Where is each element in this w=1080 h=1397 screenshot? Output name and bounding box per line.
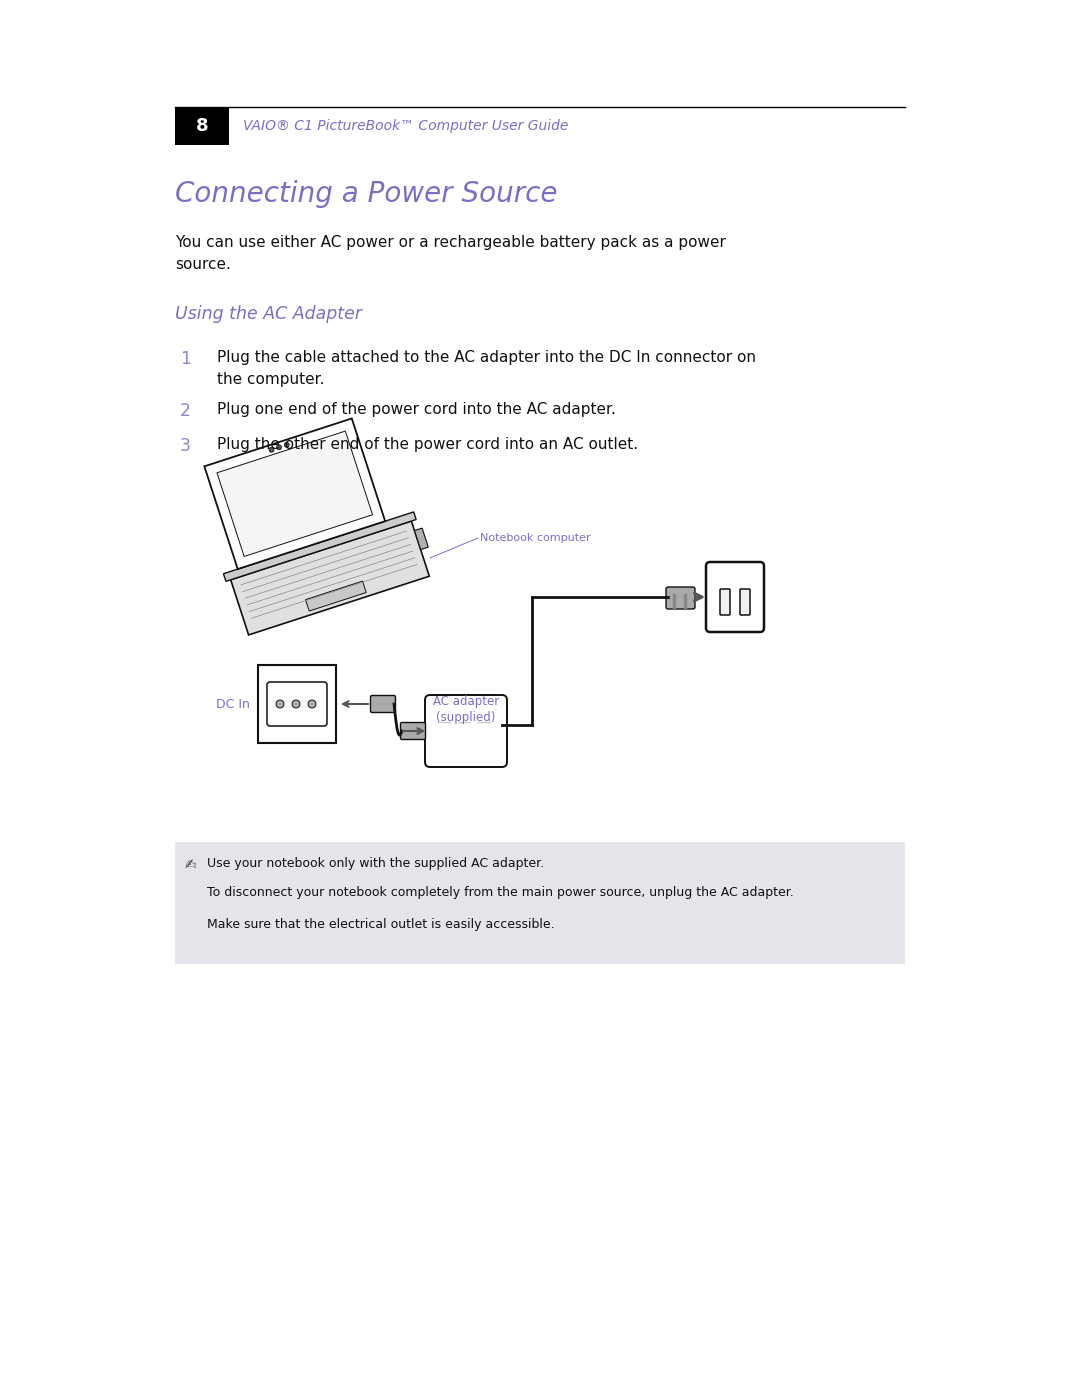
Circle shape <box>284 443 289 447</box>
FancyBboxPatch shape <box>401 722 426 739</box>
FancyBboxPatch shape <box>370 696 395 712</box>
Text: 2: 2 <box>180 402 191 420</box>
Text: Notebook computer: Notebook computer <box>480 534 591 543</box>
FancyBboxPatch shape <box>175 842 905 964</box>
Polygon shape <box>217 432 373 556</box>
Text: 8: 8 <box>195 117 208 136</box>
Text: Plug the other end of the power cord into an AC outlet.: Plug the other end of the power cord int… <box>217 437 638 453</box>
Circle shape <box>269 447 274 453</box>
FancyBboxPatch shape <box>258 665 336 743</box>
Text: VAIO® C1 PictureBook™ Computer User Guide: VAIO® C1 PictureBook™ Computer User Guid… <box>243 119 568 133</box>
Text: 3: 3 <box>180 437 191 455</box>
Text: Plug the cable attached to the AC adapter into the DC In connector on
the comput: Plug the cable attached to the AC adapte… <box>217 351 756 387</box>
FancyBboxPatch shape <box>426 694 507 767</box>
Text: 1: 1 <box>180 351 191 367</box>
Polygon shape <box>231 521 430 636</box>
Text: Connecting a Power Source: Connecting a Power Source <box>175 180 557 208</box>
Text: Use your notebook only with the supplied AC adapter.: Use your notebook only with the supplied… <box>207 856 544 870</box>
Circle shape <box>276 444 282 450</box>
FancyBboxPatch shape <box>706 562 764 631</box>
Text: To disconnect your notebook completely from the main power source, unplug the AC: To disconnect your notebook completely f… <box>207 886 794 900</box>
FancyBboxPatch shape <box>666 587 696 609</box>
Text: Make sure that the electrical outlet is easily accessible.: Make sure that the electrical outlet is … <box>207 918 555 930</box>
Circle shape <box>292 700 300 708</box>
Polygon shape <box>306 581 366 610</box>
Text: ✍: ✍ <box>185 858 197 872</box>
Text: DC In: DC In <box>216 697 249 711</box>
Text: Using the AC Adapter: Using the AC Adapter <box>175 305 362 323</box>
Text: You can use either AC power or a rechargeable battery pack as a power
source.: You can use either AC power or a recharg… <box>175 235 726 272</box>
FancyBboxPatch shape <box>267 682 327 726</box>
Polygon shape <box>204 419 386 569</box>
Text: AC adapter
(supplied): AC adapter (supplied) <box>433 694 499 724</box>
FancyBboxPatch shape <box>720 590 730 615</box>
FancyBboxPatch shape <box>175 108 229 145</box>
Text: Plug one end of the power cord into the AC adapter.: Plug one end of the power cord into the … <box>217 402 616 416</box>
Polygon shape <box>415 528 429 549</box>
Polygon shape <box>224 511 416 581</box>
FancyBboxPatch shape <box>740 590 750 615</box>
Circle shape <box>308 700 316 708</box>
Circle shape <box>276 700 284 708</box>
